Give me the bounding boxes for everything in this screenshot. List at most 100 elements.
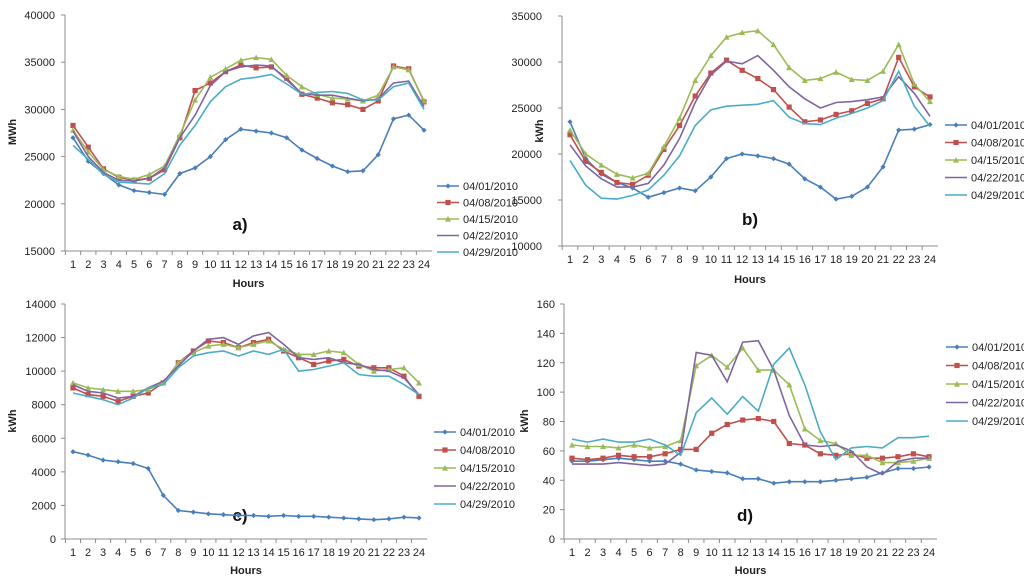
y-tick-label: 160: [537, 299, 555, 311]
data-point-square: [584, 457, 591, 463]
data-point-triangle: [283, 72, 290, 79]
data-point-diamond: [100, 457, 106, 463]
data-point-triangle: [445, 216, 451, 222]
data-point-square: [911, 84, 917, 90]
data-point-square: [614, 179, 620, 186]
data-point-triangle: [833, 69, 840, 75]
data-point-diamond: [755, 153, 761, 159]
data-point-triangle: [724, 364, 731, 370]
x-tick-label: 10: [705, 254, 717, 266]
legend-label: 04/29/2010: [460, 499, 515, 511]
x-tick-label: 2: [85, 547, 91, 559]
data-point-triangle: [801, 425, 808, 432]
data-point-triangle: [646, 444, 653, 451]
data-point-triangle: [237, 57, 244, 63]
data-point-diamond: [268, 130, 274, 136]
data-point-square: [849, 108, 855, 114]
x-tick-label: 9: [192, 259, 198, 271]
data-point-diamond: [223, 137, 229, 143]
data-point-square: [864, 100, 870, 106]
x-tick-label: 10: [202, 547, 214, 559]
data-point-square: [880, 96, 886, 102]
x-tick-label: 14: [265, 259, 277, 271]
x-tick-label: 3: [598, 254, 604, 266]
data-point-triangle: [879, 459, 886, 466]
x-tick-label: 19: [338, 547, 350, 559]
y-tick-label: 60: [543, 446, 555, 458]
data-point-triangle: [390, 63, 397, 70]
data-point-triangle: [268, 56, 275, 62]
data-point-diamond: [661, 190, 667, 196]
legend-item: 04/22/2010: [945, 173, 1024, 185]
x-tick-label: 13: [247, 547, 259, 559]
data-point-square: [723, 57, 730, 63]
data-point-diamond: [345, 169, 351, 175]
series-04-01-2010: [70, 449, 422, 523]
data-point-triangle: [582, 151, 589, 157]
data-point-diamond: [910, 465, 917, 472]
data-point-square: [401, 373, 407, 379]
data-point-square: [192, 87, 198, 94]
x-tick-label: 21: [368, 547, 380, 559]
data-point-square: [360, 106, 366, 112]
x-tick-label: 16: [293, 547, 305, 559]
x-tick-label: 6: [146, 259, 152, 271]
data-point-triangle: [145, 386, 152, 393]
data-point-triangle: [400, 364, 407, 371]
legend-item: 04/08/2010: [946, 361, 1024, 373]
series-04-15-2010: [567, 27, 933, 181]
data-point-square: [786, 440, 792, 447]
data-point-triangle: [250, 341, 257, 347]
legend-item: 04/29/2010: [434, 499, 515, 511]
data-point-triangle: [70, 127, 76, 133]
data-point-triangle: [161, 163, 168, 169]
series-line: [72, 331, 420, 399]
x-tick-label: 11: [722, 547, 733, 559]
data-point-diamond: [708, 174, 714, 180]
legend-label: 04/22/2010: [460, 481, 515, 493]
data-point-diamond: [160, 492, 166, 498]
x-tick-label: 24: [413, 547, 425, 559]
data-point-square: [100, 393, 106, 399]
data-point-square: [145, 390, 151, 396]
series-line: [569, 54, 931, 188]
x-tick-label: 2: [583, 254, 589, 266]
x-tick-label: 21: [877, 254, 889, 266]
legend-label: 04/15/2010: [460, 463, 515, 475]
x-tick-label: 1: [567, 254, 573, 266]
legend-label: 04/15/2010: [972, 379, 1024, 391]
data-point-diamond: [445, 183, 451, 189]
x-tick-label: 9: [693, 547, 699, 559]
x-tick-label: 23: [403, 259, 415, 271]
series-line: [571, 417, 930, 461]
data-point-square: [708, 70, 714, 76]
data-point-triangle: [801, 77, 808, 83]
data-point-diamond: [848, 476, 854, 482]
data-point-diamond: [326, 514, 332, 520]
x-tick-label: 8: [177, 259, 183, 271]
x-tick-label: 24: [418, 259, 430, 271]
data-point-square: [314, 95, 320, 101]
data-point-square: [927, 94, 933, 100]
x-tick-label: 19: [845, 547, 857, 559]
data-point-triangle: [894, 459, 901, 466]
data-point-triangle: [707, 52, 714, 59]
x-tick-label: 11: [721, 254, 732, 266]
y-tick-label: 0: [50, 534, 56, 546]
data-point-triangle: [340, 349, 347, 356]
data-point-diamond: [833, 477, 839, 483]
data-point-diamond: [371, 517, 377, 523]
data-point-diamond: [421, 127, 427, 133]
x-tick-label: 20: [861, 547, 873, 559]
y-axis-title: kWh: [534, 119, 546, 143]
legend-label: 04/08/2010: [971, 138, 1024, 150]
y-tick-label: 10000: [25, 366, 56, 378]
series-04-22-2010: [569, 54, 931, 188]
legend-item: 04/15/2010: [946, 379, 1024, 391]
data-point-triangle: [325, 348, 332, 354]
data-point-square: [910, 451, 917, 457]
data-point-triangle: [569, 442, 575, 448]
data-point-diamond: [954, 344, 960, 350]
